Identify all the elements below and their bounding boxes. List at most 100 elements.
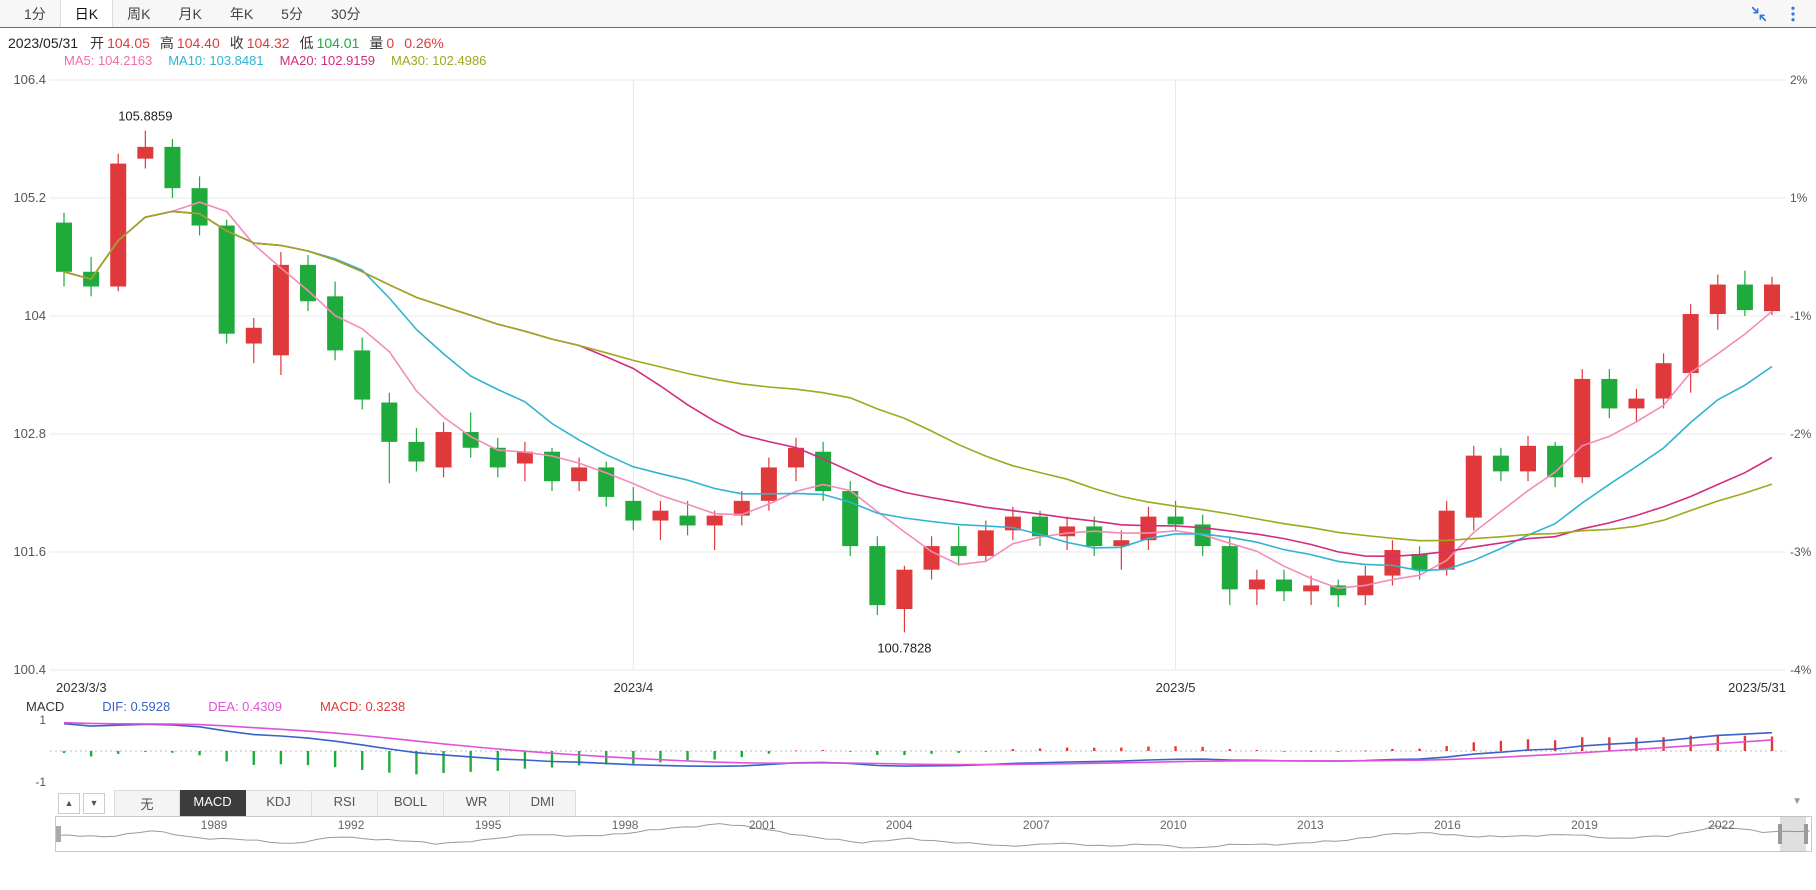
candles xyxy=(56,130,1780,633)
macd-bar xyxy=(1282,750,1286,752)
candle-body xyxy=(1601,378,1618,409)
candle-body xyxy=(923,546,940,570)
macd-bar xyxy=(442,751,445,774)
candle-body xyxy=(300,264,316,302)
candle-body xyxy=(652,510,669,521)
macd-bar xyxy=(1770,736,1774,751)
indicator-tab-无[interactable]: 无 xyxy=(114,789,180,817)
macd-bar xyxy=(605,751,608,765)
ma5-line xyxy=(63,201,1773,590)
candle-body xyxy=(381,402,398,442)
period-tab-1分[interactable]: 1分 xyxy=(24,5,46,22)
candle-body xyxy=(137,146,154,159)
macd-bar xyxy=(1581,737,1584,751)
candle-body xyxy=(1248,579,1265,590)
date-label: 2023/4 xyxy=(613,680,653,695)
quote-label: 量 xyxy=(369,35,384,51)
dea-line xyxy=(63,721,1773,766)
candle-body xyxy=(327,296,344,351)
panel-collapse-icon[interactable]: ▼ xyxy=(1792,796,1802,807)
dif-line xyxy=(63,722,1773,768)
macd-bar xyxy=(1662,737,1665,751)
candle-body xyxy=(354,350,371,400)
price-axis-label: 100.4 xyxy=(13,662,46,677)
timeline-navigator[interactable]: 1989 1992 1995 1998 2001 2004 2007 2010 2013 2016… xyxy=(0,816,1816,852)
macd-bar xyxy=(930,751,933,754)
indicator-tab-BOLL[interactable]: BOLL xyxy=(378,789,444,817)
quote-summary: 2023/05/31 开 104.05 高 104.40 收 104.32 低 104.01 量 0… xyxy=(8,33,444,53)
candle-body xyxy=(1059,526,1076,537)
candle-body xyxy=(679,515,696,526)
candle-body xyxy=(1764,284,1780,312)
macd-bar xyxy=(198,751,201,756)
candle-body xyxy=(760,467,777,501)
macd-bar xyxy=(1120,747,1123,751)
period-tab-30分[interactable]: 30分 xyxy=(330,5,361,22)
indicator-tab-RSI[interactable]: RSI xyxy=(312,789,378,817)
macd-bar xyxy=(388,751,391,773)
macd-bar xyxy=(144,751,147,752)
indicator-tab-MACD[interactable]: MACD xyxy=(180,789,246,817)
period-tab-日K[interactable]: 日K xyxy=(59,0,114,27)
macd-bar xyxy=(1716,734,1719,751)
macd-chart[interactable]: 1 -1 xyxy=(0,712,1816,790)
period-tab-月K[interactable]: 月K xyxy=(178,5,202,22)
navigator-handle-left[interactable] xyxy=(56,826,61,842)
percent-axis-label: -2% xyxy=(1790,427,1812,441)
candle-body xyxy=(1140,516,1157,541)
quote-label: 收 xyxy=(229,35,244,51)
macd-bar xyxy=(361,751,364,770)
macd-bar xyxy=(469,751,472,772)
ma30-line xyxy=(63,210,1773,542)
toolbar-icons xyxy=(1748,3,1804,25)
navigator-year-label: 1989 xyxy=(201,818,228,832)
period-tab-周K[interactable]: 周K xyxy=(127,5,151,22)
navigator-year-label: 2019 xyxy=(1571,818,1598,832)
ma-legend-item: MA20: 102.9159 xyxy=(279,53,375,68)
candlestick-chart[interactable]: 106.4 2% 105.2 1% 104 -1% 102.8 -2% 101.6 -3% 100.… xyxy=(0,70,1816,710)
kebab-menu-icon[interactable] xyxy=(1782,3,1804,25)
candle-body xyxy=(571,467,588,482)
navigator-handle-right-b[interactable] xyxy=(1804,824,1808,844)
macd-bar xyxy=(333,751,337,768)
compress-icon[interactable] xyxy=(1748,3,1770,25)
macd-legend: MACD DIF: 0.5928 DEA: 0.4309 MACD: 0.3238 xyxy=(26,699,405,714)
navigator-selection[interactable] xyxy=(1780,816,1806,852)
quote-value: 0 xyxy=(386,35,395,51)
quote-change-percent: 0.26% xyxy=(404,35,444,51)
macd-bar xyxy=(1553,740,1557,751)
candle-body xyxy=(1221,546,1238,590)
navigator-year-label: 2007 xyxy=(1023,818,1050,832)
candle-body xyxy=(489,447,506,468)
macd-bar xyxy=(1689,735,1692,751)
candle-body xyxy=(625,500,642,521)
quote-label: 低 xyxy=(299,35,314,51)
period-tab-年K[interactable]: 年K xyxy=(229,5,254,22)
candle-body xyxy=(598,467,615,497)
candle-body xyxy=(408,441,425,462)
macd-axis-label: -1 xyxy=(35,775,46,789)
indicator-tab-DMI[interactable]: DMI xyxy=(510,789,576,817)
macd-histogram xyxy=(62,734,1774,775)
indicator-down-button[interactable]: ▼ xyxy=(83,792,105,814)
macd-bar xyxy=(849,751,852,752)
quote-label: 开 xyxy=(90,35,105,51)
navigator-handle-right-a[interactable] xyxy=(1778,824,1782,844)
macd-bar xyxy=(1228,749,1231,751)
ma20-line xyxy=(63,210,1773,558)
candle-body xyxy=(896,569,913,610)
candle-body xyxy=(1655,363,1672,399)
candle-body xyxy=(706,515,723,526)
macd-bar xyxy=(1011,749,1015,751)
macd-legend-item: DIF: 0.5928 xyxy=(102,699,171,714)
quote-value: 104.05 xyxy=(107,35,150,51)
candle-body xyxy=(1384,550,1401,576)
indicator-up-button[interactable]: ▲ xyxy=(58,792,80,814)
period-tab-5分[interactable]: 5分 xyxy=(281,5,303,22)
macd-bar xyxy=(1309,751,1313,752)
indicator-tab-WR[interactable]: WR xyxy=(444,789,510,817)
macd-bar xyxy=(1391,748,1394,751)
macd-title: MACD xyxy=(26,699,65,714)
candle-body xyxy=(516,451,533,464)
indicator-tab-KDJ[interactable]: KDJ xyxy=(246,789,312,817)
